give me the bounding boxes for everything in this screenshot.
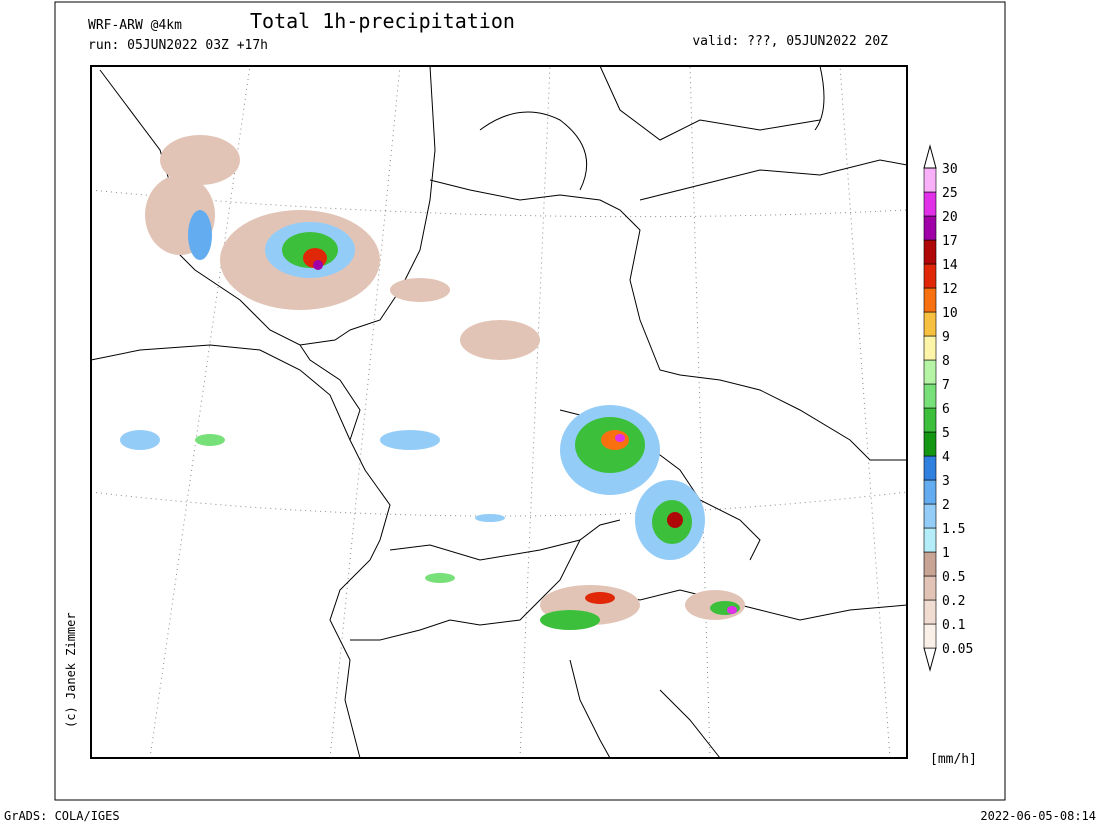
precip-cell (120, 430, 160, 450)
precip-cell (727, 606, 737, 614)
precip-cell (390, 278, 450, 302)
colorbar-label: 2 (942, 498, 950, 513)
colorbar-triangle (923, 144, 937, 169)
colorbar-box (923, 239, 937, 265)
colorbar-label: 14 (942, 258, 958, 273)
precip-cell (313, 260, 323, 270)
map-background (91, 66, 907, 758)
unit-label: [mm/h] (930, 752, 977, 767)
colorbar-box (923, 383, 937, 409)
colorbar: 0.05 0.1 0.2 0.5 1 1.5 2 3 4 5 6 7 8 9 10 12 14 17 20 25 30 (923, 144, 973, 672)
precip-cell (601, 430, 629, 450)
precip-cell (160, 135, 240, 185)
colorbar-box (923, 311, 937, 337)
precip-cell (380, 430, 440, 450)
copyright: (c) Janek Zimmer (64, 612, 78, 728)
colorbar-label: 1 (942, 546, 950, 561)
precip-cell (460, 320, 540, 360)
colorbar-label: 6 (942, 402, 950, 417)
colorbar-box (923, 527, 937, 553)
precip-cell (425, 573, 455, 583)
precipitation (120, 135, 745, 630)
colorbar-box (923, 623, 937, 649)
colorbar-label: 0.2 (942, 594, 965, 609)
colorbar-triangle (923, 647, 937, 672)
colorbar-box (923, 287, 937, 313)
colorbar-box (923, 431, 937, 457)
colorbar-label: 7 (942, 378, 950, 393)
run-label: run: 05JUN2022 03Z +17h (88, 38, 268, 53)
colorbar-box (923, 215, 937, 241)
colorbar-label: 0.1 (942, 618, 965, 633)
colorbar-box (923, 503, 937, 529)
country-borders (90, 65, 908, 759)
colorbar-box (923, 407, 937, 433)
footer-timestamp: 2022-06-05-08:14 (980, 809, 1096, 823)
colorbar-box (923, 551, 937, 577)
map (90, 65, 908, 759)
colorbar-label: 20 (942, 210, 958, 225)
precip-cell (475, 514, 505, 522)
colorbar-box (923, 455, 937, 481)
colorbar-label: 12 (942, 282, 958, 297)
precip-cell (188, 210, 212, 260)
colorbar-label: 0.5 (942, 570, 965, 585)
colorbar-label: 25 (942, 186, 958, 201)
colorbar-label: 10 (942, 306, 958, 321)
colorbar-box (923, 191, 937, 217)
colorbar-label: 17 (942, 234, 958, 249)
precip-cell (585, 592, 615, 604)
colorbar-label: 3 (942, 474, 950, 489)
precip-cell (615, 434, 625, 442)
colorbar-label: 8 (942, 354, 950, 369)
colorbar-box (923, 479, 937, 505)
colorbar-box (923, 167, 937, 193)
colorbar-box (923, 575, 937, 601)
colorbar-box (923, 599, 937, 625)
outer-frame (54, 1, 1006, 801)
colorbar-label: 9 (942, 330, 950, 345)
map-frame (90, 65, 908, 759)
model-label: WRF-ARW @4km (88, 18, 182, 33)
colorbar-label: 1.5 (942, 522, 965, 537)
colorbar-label: 30 (942, 162, 958, 177)
precip-cell (540, 610, 600, 630)
colorbar-label: 4 (942, 450, 950, 465)
precip-cell (195, 434, 225, 446)
precip-cell (667, 512, 683, 528)
colorbar-box (923, 359, 937, 385)
colorbar-box (923, 335, 937, 361)
footer-software: GrADS: COLA/IGES (4, 809, 120, 823)
colorbar-box (923, 263, 937, 289)
valid-label: valid: ???, 05JUN2022 20Z (692, 34, 888, 49)
colorbar-label: 0.05 (942, 642, 973, 657)
colorbar-label: 5 (942, 426, 950, 441)
map-title: Total 1h-precipitation (250, 9, 515, 33)
